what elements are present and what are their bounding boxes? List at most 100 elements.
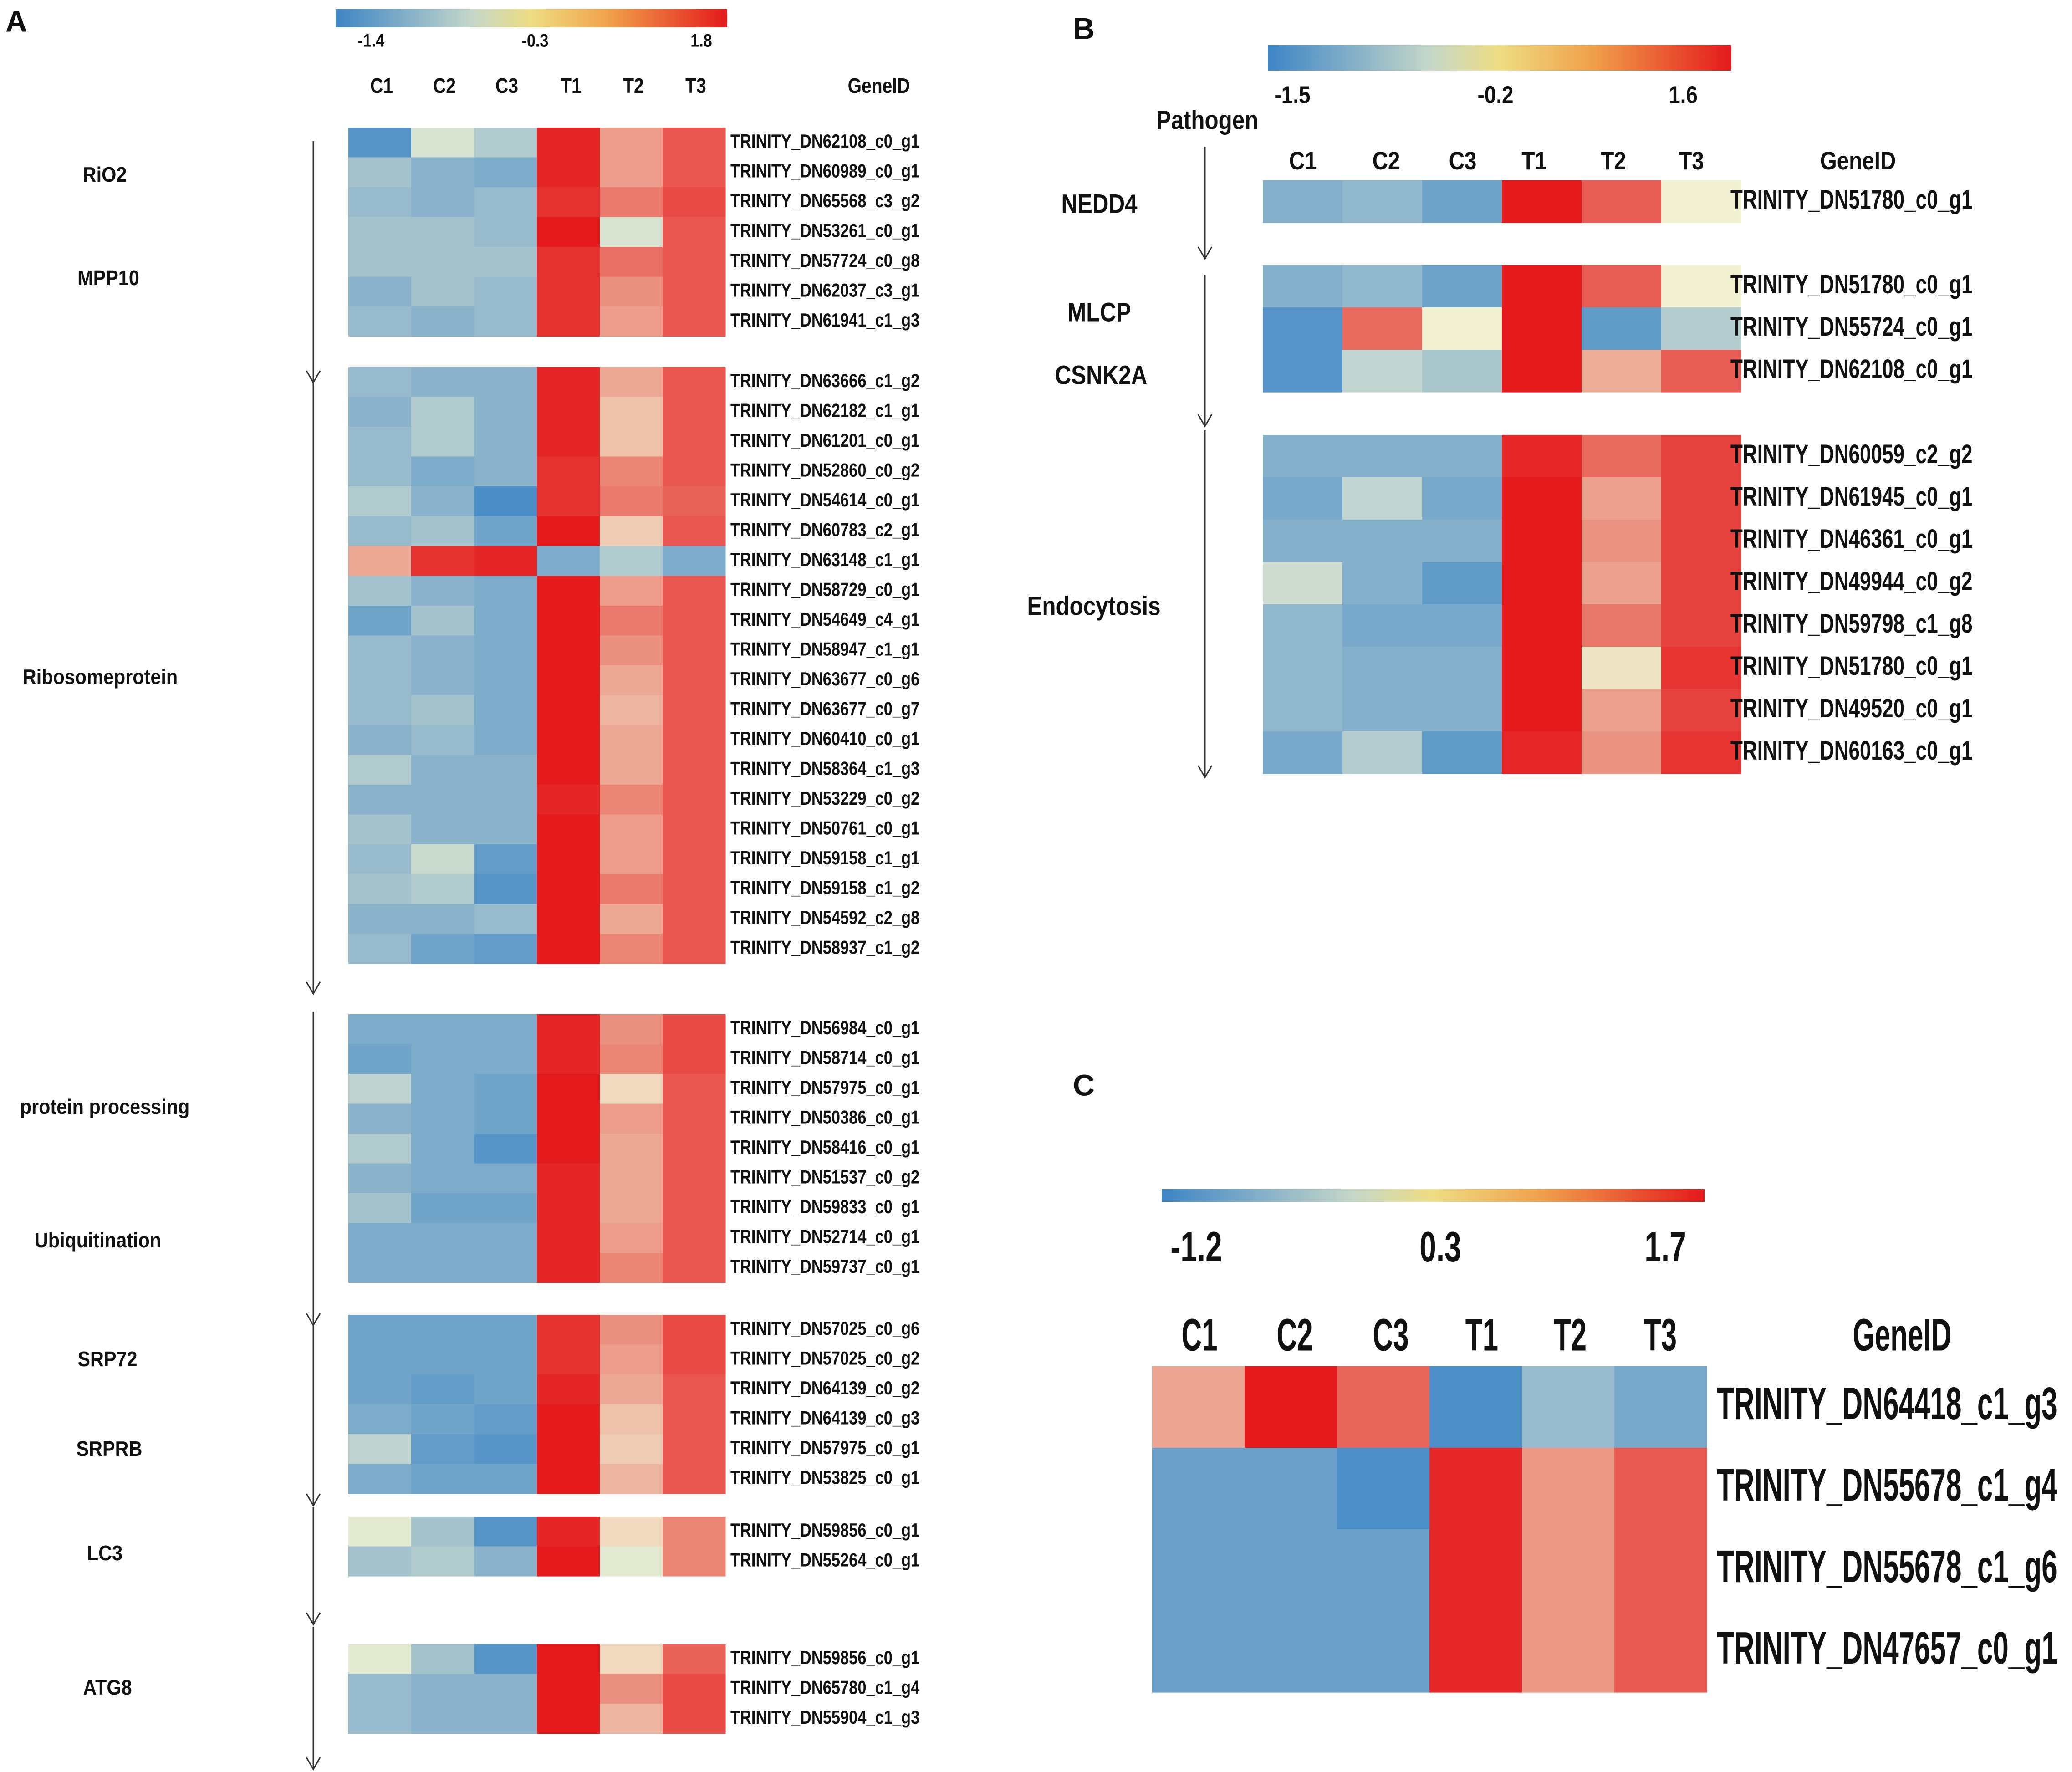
- heatmap-cell-a-t1: [537, 934, 600, 964]
- heatmap-cell-a-t2: [600, 157, 663, 188]
- heatmap-cell-a-t3: [663, 1546, 726, 1577]
- heatmap-cell-a-c2: [411, 1517, 475, 1547]
- heatmap-cell-a-t3: [663, 1344, 726, 1375]
- gene-id-label: TRINITY_DN63677_c0_g6: [730, 669, 919, 690]
- group-label-a: LC3: [87, 1542, 122, 1565]
- heatmap-cell-b-t2: [1582, 477, 1662, 520]
- gene-id-label: TRINITY_DN62108_c0_g1: [730, 131, 919, 152]
- heatmap-cell-a-c2: [411, 1163, 475, 1194]
- column-header-c-t1: T1: [1465, 1309, 1498, 1360]
- heatmap-cell-a-c2: [411, 1434, 475, 1465]
- heatmap-cell-c-t2: [1522, 1529, 1615, 1611]
- heatmap-cell-b-c2: [1342, 477, 1423, 520]
- heatmap-cell-b-c2: [1342, 562, 1423, 605]
- heatmap-cell-a-c3: [474, 606, 537, 636]
- heatmap-cell-b-t1: [1502, 435, 1582, 478]
- heatmap-cell-a-c3: [474, 486, 537, 517]
- heatmap-cell-a-t3: [663, 1134, 726, 1164]
- heatmap-cell-a-c3: [474, 1044, 537, 1074]
- heatmap-cell-a-c1: [348, 1344, 412, 1375]
- gene-id-header-b: GeneID: [1820, 147, 1896, 175]
- heatmap-cell-c-c2: [1245, 1366, 1337, 1448]
- heatmap-cell-a-t3: [663, 1374, 726, 1405]
- heatmap-cell-a-t3: [663, 934, 726, 964]
- gene-id-label: TRINITY_DN52714_c0_g1: [730, 1226, 919, 1247]
- heatmap-cell-b-t3: [1661, 731, 1741, 774]
- heatmap-cell-b-t2: [1582, 265, 1662, 308]
- heatmap-cell-a-c3: [474, 1193, 537, 1224]
- gene-id-label: TRINITY_DN65568_c3_g2: [730, 190, 919, 212]
- heatmap-cell-a-c1: [348, 546, 412, 577]
- group-label-b: NEDD4: [1061, 189, 1137, 219]
- heatmap-cell-a-t2: [600, 1134, 663, 1164]
- gene-id-label: TRINITY_DN50386_c0_g1: [730, 1107, 919, 1128]
- heatmap-cell-b-t1: [1502, 604, 1582, 647]
- panel-letter-c: C: [1073, 1068, 1095, 1102]
- heatmap-cell-b-t2: [1582, 647, 1662, 689]
- gene-id-label: TRINITY_DN61941_c1_g3: [730, 310, 919, 331]
- heatmap-cell-a-t3: [663, 1163, 726, 1194]
- scale-tick-label-a: 1.8: [690, 30, 712, 51]
- heatmap-cell-a-t2: [600, 217, 663, 247]
- heatmap-cell-a-c2: [411, 1014, 475, 1045]
- heatmap-cell-a-t3: [663, 1704, 726, 1734]
- heatmap-cell-a-t1: [537, 247, 600, 277]
- heatmap-cell-b-c2: [1342, 731, 1423, 774]
- heatmap-cell-a-t2: [600, 516, 663, 546]
- heatmap-cell-a-t3: [663, 1044, 726, 1074]
- gene-id-label: TRINITY_DN55678_c1_g4: [1717, 1460, 2057, 1511]
- heatmap-cell-a-c3: [474, 367, 537, 398]
- heatmap-cell-a-t1: [537, 456, 600, 487]
- heatmap-cell-a-t1: [537, 1464, 600, 1494]
- heatmap-cell-a-c1: [348, 516, 412, 546]
- group-label-a: ATG8: [83, 1676, 132, 1700]
- heatmap-cell-a-c2: [411, 456, 475, 487]
- heatmap-cell-a-c2: [411, 844, 475, 875]
- heatmap-cell-a-t1: [537, 1404, 600, 1435]
- heatmap-cell-a-c3: [474, 1434, 537, 1465]
- heatmap-cell-a-t3: [663, 695, 726, 725]
- heatmap-cell-a-t2: [600, 606, 663, 636]
- heatmap-cell-a-t2: [600, 427, 663, 457]
- heatmap-cell-a-c1: [348, 217, 412, 247]
- heatmap-cell-b-c2: [1342, 647, 1423, 689]
- gene-id-label: TRINITY_DN59158_c1_g2: [730, 877, 919, 899]
- column-header-c-t2: T2: [1554, 1309, 1587, 1360]
- heatmap-cell-c-t3: [1614, 1366, 1707, 1448]
- heatmap-cell-b-c2: [1342, 689, 1423, 732]
- heatmap-cell-a-t3: [663, 516, 726, 546]
- heatmap-cell-a-c2: [411, 1223, 475, 1253]
- heatmap-cell-a-c1: [348, 725, 412, 756]
- heatmap-cell-a-c2: [411, 1674, 475, 1704]
- heatmap-cell-a-c3: [474, 844, 537, 875]
- gene-id-label: TRINITY_DN50761_c0_g1: [730, 817, 919, 839]
- heatmap-cell-a-t1: [537, 1163, 600, 1194]
- heatmap-cell-b-c2: [1342, 435, 1423, 478]
- heatmap-cell-a-c3: [474, 904, 537, 935]
- heatmap-cell-a-t3: [663, 844, 726, 875]
- heatmap-cell-a-c3: [474, 785, 537, 815]
- heatmap-cell-a-c2: [411, 606, 475, 636]
- heatmap-cell-a-c3: [474, 217, 537, 247]
- heatmap-cell-a-c3: [474, 934, 537, 964]
- heatmap-cell-b-c1: [1263, 350, 1343, 393]
- heatmap-cell-a-t1: [537, 1517, 600, 1547]
- scale-tick-label-c: 1.7: [1644, 1223, 1686, 1271]
- heatmap-cell-a-t1: [537, 1644, 600, 1675]
- gene-id-label: TRINITY_DN60410_c0_g1: [730, 728, 919, 750]
- gene-id-label: TRINITY_DN51780_c0_g1: [1730, 269, 1973, 299]
- group-label-b: Pathogen: [1156, 106, 1259, 135]
- heatmap-cell-a-t1: [537, 785, 600, 815]
- column-header-a-c1: C1: [370, 74, 393, 98]
- heatmap-cell-b-t1: [1502, 731, 1582, 774]
- heatmap-cell-a-c1: [348, 1163, 412, 1194]
- scale-tick-label-c: 0.3: [1419, 1223, 1461, 1271]
- gene-id-label: TRINITY_DN54649_c4_g1: [730, 609, 919, 630]
- heatmap-cell-a-c1: [348, 1014, 412, 1045]
- heatmap-cell-a-c1: [348, 576, 412, 606]
- heatmap-cell-a-c1: [348, 1134, 412, 1164]
- heatmap-cell-a-c2: [411, 306, 475, 337]
- heatmap-cell-a-t1: [537, 486, 600, 517]
- heatmap-cell-a-t3: [663, 247, 726, 277]
- heatmap-cell-b-t2: [1582, 562, 1662, 605]
